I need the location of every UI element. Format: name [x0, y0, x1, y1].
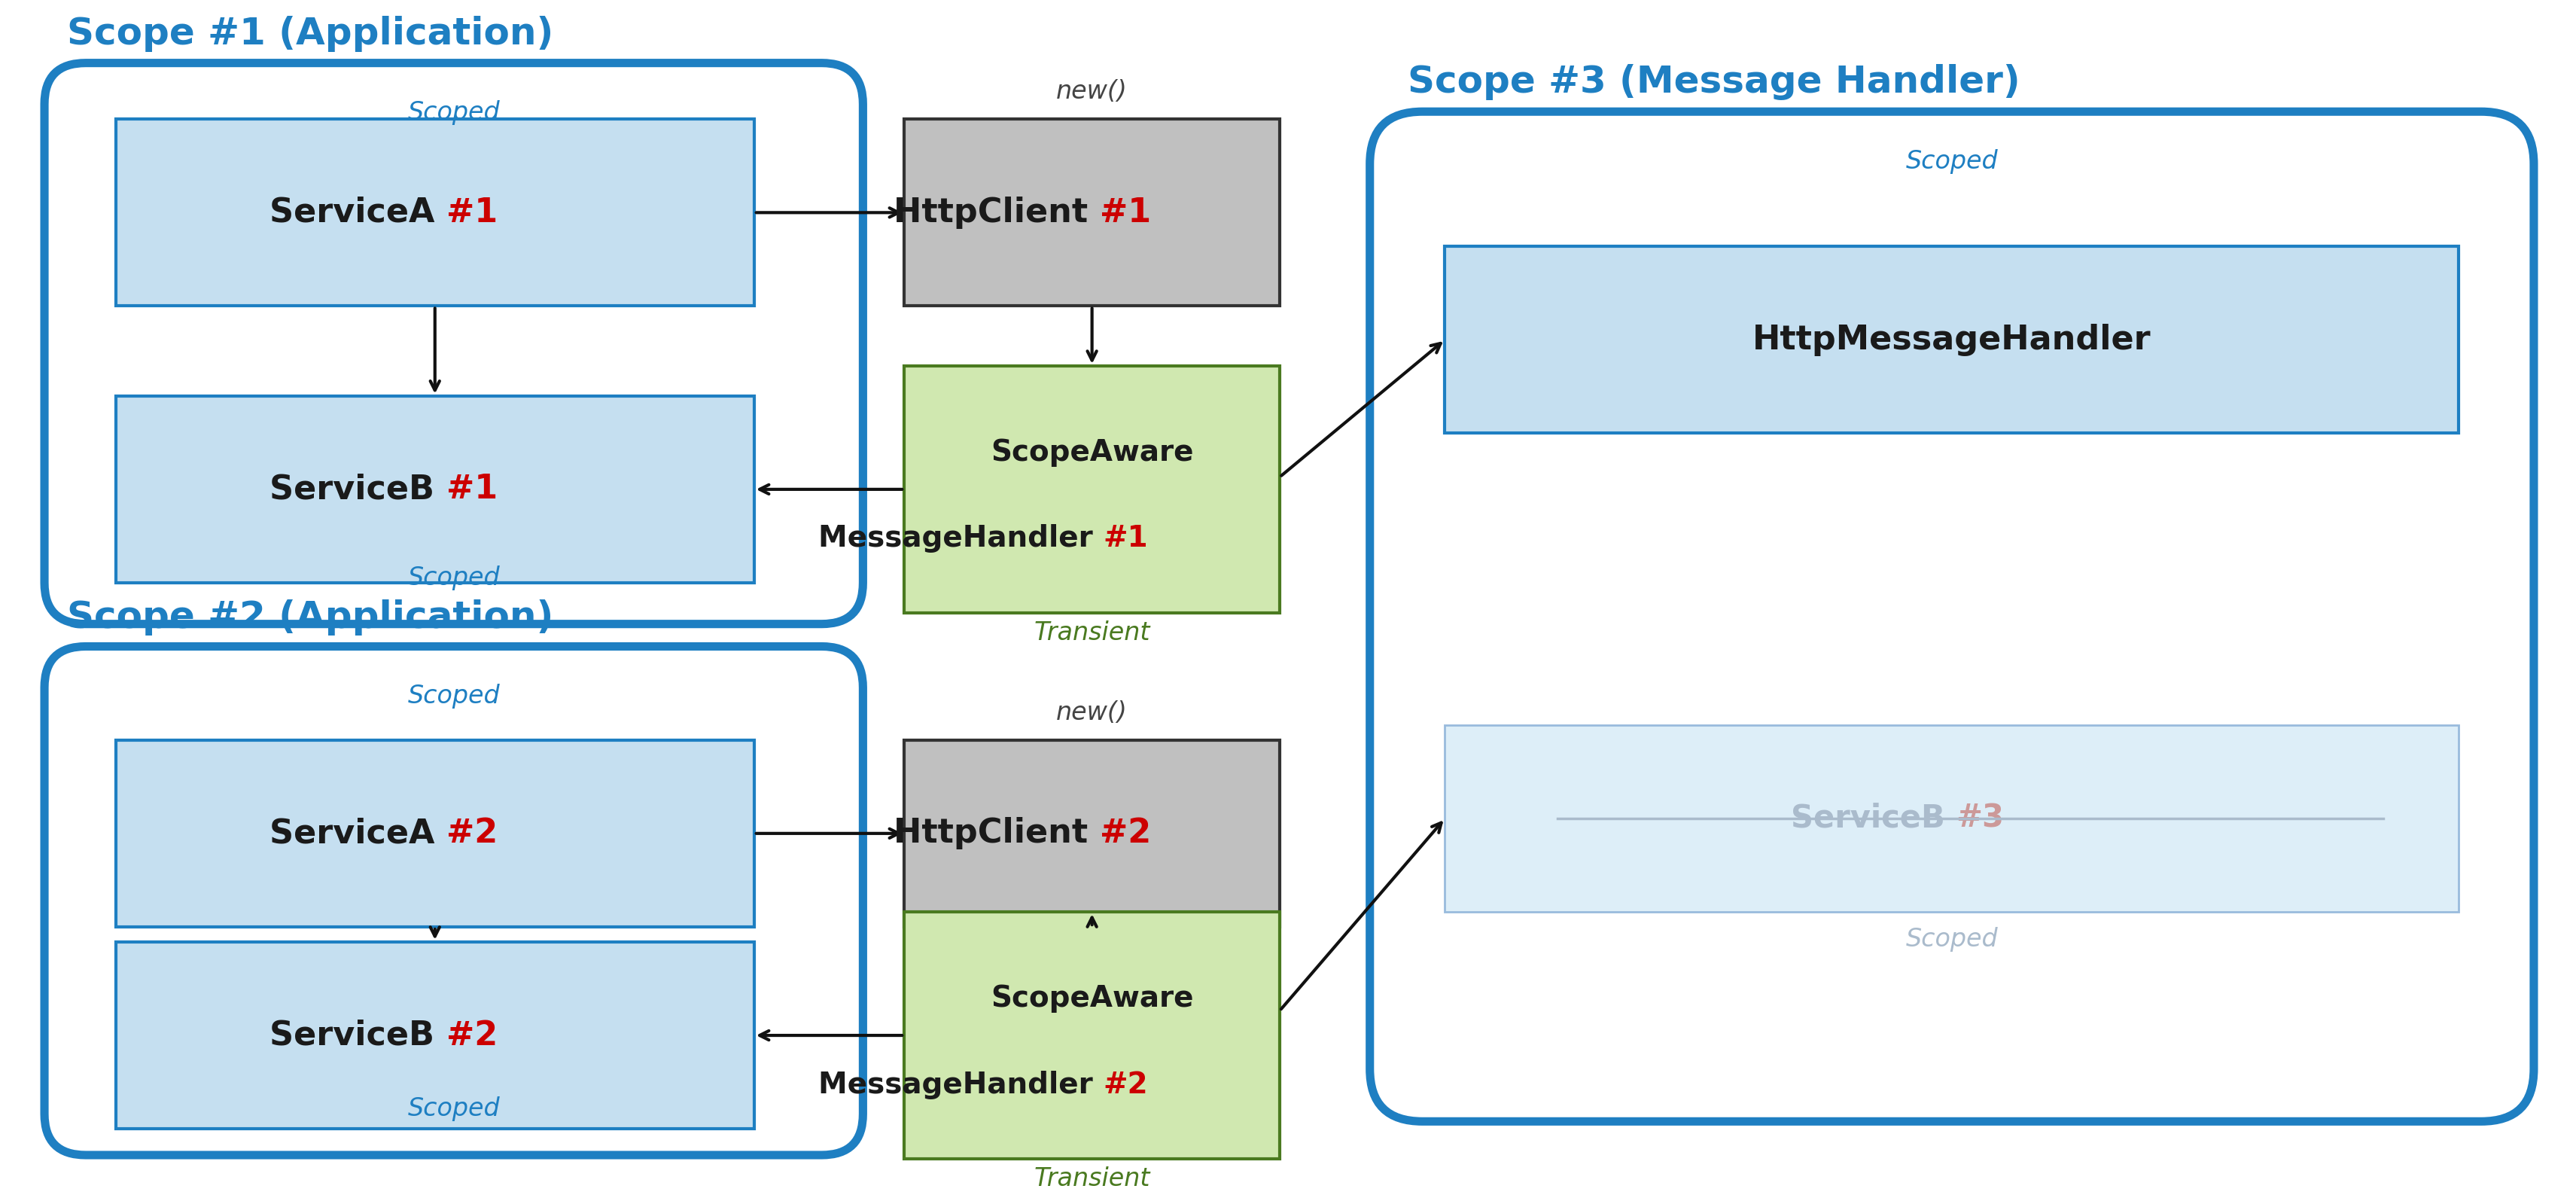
- Text: #1: #1: [446, 197, 497, 228]
- Text: ScopeAware: ScopeAware: [992, 438, 1193, 467]
- Text: Transient: Transient: [1033, 1166, 1149, 1191]
- Bar: [116, 942, 755, 1129]
- Text: Scoped: Scoped: [1906, 927, 1999, 951]
- Text: new(): new(): [1056, 79, 1128, 104]
- Text: Transient: Transient: [1033, 620, 1149, 645]
- Bar: [904, 740, 1280, 927]
- Bar: [116, 119, 755, 306]
- Text: ServiceB: ServiceB: [1790, 802, 1955, 835]
- Bar: [1445, 725, 2458, 912]
- Text: #2: #2: [1103, 1070, 1149, 1099]
- Text: Scope #1 (Application): Scope #1 (Application): [67, 16, 554, 52]
- Text: ServiceB: ServiceB: [270, 473, 446, 506]
- Text: MessageHandler: MessageHandler: [819, 525, 1103, 552]
- Text: MessageHandler: MessageHandler: [819, 1070, 1103, 1099]
- Text: #2: #2: [446, 817, 497, 849]
- Text: ServiceA: ServiceA: [270, 817, 446, 849]
- Text: Scoped: Scoped: [407, 683, 500, 709]
- Text: #2: #2: [1100, 817, 1151, 849]
- Text: Scoped: Scoped: [407, 101, 500, 125]
- Text: Scoped: Scoped: [407, 566, 500, 591]
- Text: HttpMessageHandler: HttpMessageHandler: [1752, 323, 2151, 355]
- Text: ServiceB: ServiceB: [270, 1020, 446, 1052]
- Text: new(): new(): [1056, 700, 1128, 725]
- Text: #1: #1: [1103, 525, 1149, 552]
- Bar: [904, 366, 1280, 613]
- Text: Scoped: Scoped: [1906, 149, 1999, 174]
- Text: Scope #2 (Application): Scope #2 (Application): [67, 599, 554, 635]
- Bar: [116, 396, 755, 582]
- Bar: [904, 912, 1280, 1159]
- Text: HttpClient: HttpClient: [894, 197, 1100, 228]
- Text: ServiceA: ServiceA: [270, 197, 446, 228]
- Bar: [904, 119, 1280, 306]
- Text: HttpClient: HttpClient: [894, 817, 1100, 849]
- Text: ScopeAware: ScopeAware: [992, 984, 1193, 1012]
- Text: #1: #1: [446, 473, 497, 506]
- Text: #3: #3: [1955, 802, 2004, 835]
- Bar: [116, 740, 755, 927]
- Text: #1: #1: [1100, 197, 1151, 228]
- Bar: [1445, 246, 2458, 434]
- Text: #2: #2: [446, 1020, 497, 1052]
- Text: Scoped: Scoped: [407, 1097, 500, 1122]
- Text: Scope #3 (Message Handler): Scope #3 (Message Handler): [1406, 64, 2020, 101]
